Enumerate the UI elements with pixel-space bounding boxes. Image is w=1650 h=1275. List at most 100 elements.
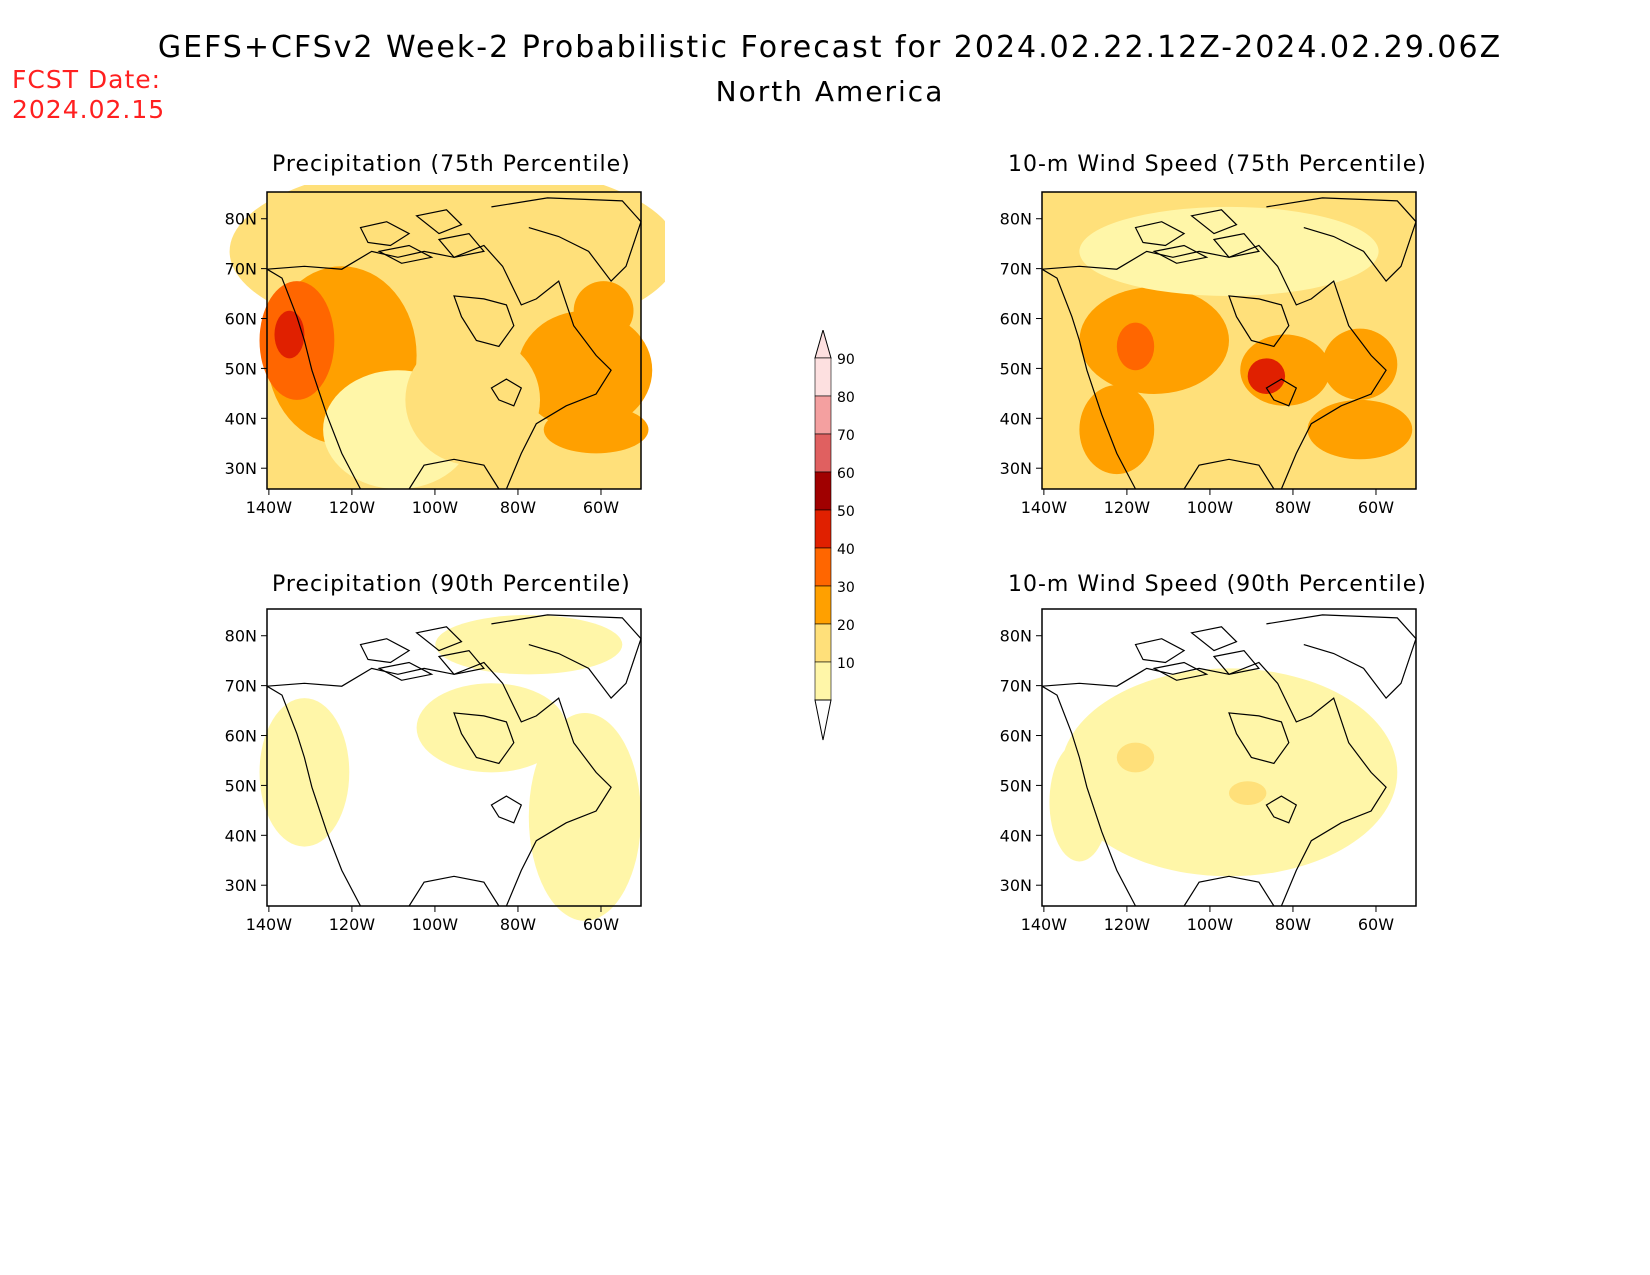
lat-tick-label: 60N xyxy=(1000,310,1032,329)
lat-tick-label: 40N xyxy=(1000,409,1032,428)
lat-tick-label: 80N xyxy=(225,210,257,229)
map-precip-90th: 80N 70N 60N 50N 40N 30N 140W 120W 100W 80W 60W xyxy=(225,608,642,934)
lon-tick-label: 100W xyxy=(1187,498,1234,517)
map-wind-75th: 80N 70N 60N 50N 40N 30N 140W 120W 100W 80W 60W xyxy=(1000,191,1417,517)
coastline xyxy=(266,197,642,490)
probability-contour-region xyxy=(1060,668,1398,877)
colorbar: 90 80 70 60 50 40 30 20 10 xyxy=(814,330,855,741)
map-frame xyxy=(266,191,642,490)
lat-tick-label: 70N xyxy=(1000,260,1032,279)
lat-tick-label: 80N xyxy=(1000,210,1032,229)
lat-tick-label: 70N xyxy=(225,260,257,279)
figure-title: GEFS+CFSv2 Week-2 Probabilistic Forecast… xyxy=(157,30,1503,65)
lon-tick-label: 100W xyxy=(1187,915,1234,934)
lat-tick-label: 30N xyxy=(225,459,257,478)
lat-tick-label: 60N xyxy=(225,310,257,329)
map-frame xyxy=(1041,191,1417,490)
lon-tick-label: 100W xyxy=(412,498,459,517)
lon-tick-label: 120W xyxy=(329,498,376,517)
lon-tick-label: 60W xyxy=(583,915,619,934)
probability-contour-region xyxy=(517,310,653,430)
colorbar-level-label: 30 xyxy=(837,580,855,596)
lat-tick-label: 50N xyxy=(225,776,257,795)
lat-tick-label: 80N xyxy=(1000,627,1032,646)
lat-tick-label: 50N xyxy=(225,359,257,378)
probability-contour-region xyxy=(274,310,305,359)
lon-tick-label: 60W xyxy=(583,498,619,517)
coastline xyxy=(1041,614,1417,907)
lon-tick-label: 140W xyxy=(1021,915,1068,934)
lon-tick-label: 100W xyxy=(412,915,459,934)
colorbar-level-label: 10 xyxy=(837,656,855,672)
probability-contour-region xyxy=(1322,328,1398,400)
probability-contour-region xyxy=(405,334,541,466)
fcst-date-label: FCST Date: xyxy=(12,65,162,94)
panel-title-wind75: 10-m Wind Speed (75th Percentile) xyxy=(1008,152,1427,177)
lon-tick-label: 60W xyxy=(1358,915,1394,934)
colorbar-level-label: 20 xyxy=(837,618,855,634)
probability-contour-region xyxy=(1079,206,1379,296)
probability-contour-region xyxy=(1049,742,1110,862)
probability-contour-region xyxy=(1116,742,1155,773)
colorbar-level-label: 90 xyxy=(837,352,855,368)
lat-tick-label: 50N xyxy=(1000,776,1032,795)
lat-tick-label: 50N xyxy=(1000,359,1032,378)
colorbar-swatch xyxy=(814,509,832,549)
fcst-date-value: 2024.02.15 xyxy=(12,95,166,124)
probability-contour-region xyxy=(543,405,649,454)
map-wind-90th: 80N 70N 60N 50N 40N 30N 140W 120W 100W 80W 60W xyxy=(1000,608,1417,934)
lat-tick-label: 40N xyxy=(225,409,257,428)
colorbar-swatch xyxy=(814,623,832,663)
panel-title-precip75: Precipitation (75th Percentile) xyxy=(272,152,631,177)
lat-tick-label: 30N xyxy=(1000,459,1032,478)
colorbar-swatch xyxy=(814,395,832,435)
colorbar-swatch xyxy=(814,357,832,397)
colorbar-level-label: 60 xyxy=(837,466,855,482)
map-frame xyxy=(1041,608,1417,907)
coastline xyxy=(266,614,642,907)
panel-title-wind90: 10-m Wind Speed (90th Percentile) xyxy=(1008,572,1427,597)
colorbar-swatch xyxy=(814,547,832,587)
probability-contour-region xyxy=(573,281,634,341)
map-precip-75th: 80N 70N 60N 50N 40N 30N 140W 120W 100W 80W 60W xyxy=(225,185,665,517)
coastline xyxy=(1041,197,1417,490)
probability-contour-region xyxy=(1079,385,1155,475)
colorbar-level-label: 50 xyxy=(837,504,855,520)
lon-tick-label: 80W xyxy=(1275,498,1311,517)
lat-tick-label: 60N xyxy=(225,727,257,746)
colorbar-top-arrow xyxy=(814,330,832,359)
probability-contour-region xyxy=(1079,287,1229,394)
lat-tick-label: 60N xyxy=(1000,727,1032,746)
probability-contour-region xyxy=(528,712,641,921)
probability-contour-region xyxy=(259,698,350,847)
panel-title-precip90: Precipitation (90th Percentile) xyxy=(272,572,631,597)
lon-tick-label: 140W xyxy=(1021,498,1068,517)
lon-tick-label: 80W xyxy=(500,915,536,934)
figure-subtitle: North America xyxy=(715,75,945,108)
lon-tick-label: 140W xyxy=(246,915,293,934)
probability-contour-region xyxy=(1116,322,1155,371)
colorbar-level-label: 40 xyxy=(837,542,855,558)
colorbar-swatch xyxy=(814,471,832,511)
lat-tick-label: 70N xyxy=(225,677,257,696)
colorbar-level-label: 80 xyxy=(837,390,855,406)
colorbar-bottom-arrow xyxy=(814,699,832,741)
lon-tick-label: 120W xyxy=(329,915,376,934)
lat-tick-label: 40N xyxy=(225,826,257,845)
colorbar-swatch xyxy=(814,433,832,473)
lat-tick-label: 80N xyxy=(225,627,257,646)
lon-tick-label: 80W xyxy=(500,498,536,517)
probability-contour-region xyxy=(1307,399,1413,460)
probability-contour-region xyxy=(1247,358,1286,394)
probability-contour-region xyxy=(416,683,567,773)
lon-tick-label: 120W xyxy=(1104,498,1151,517)
lon-tick-label: 140W xyxy=(246,498,293,517)
lon-tick-label: 80W xyxy=(1275,915,1311,934)
colorbar-level-label: 70 xyxy=(837,428,855,444)
lon-tick-label: 60W xyxy=(1358,498,1394,517)
lon-tick-label: 120W xyxy=(1104,915,1151,934)
probability-contour-region xyxy=(1229,781,1267,806)
lat-tick-label: 70N xyxy=(1000,677,1032,696)
colorbar-swatch xyxy=(814,585,832,625)
colorbar-swatch xyxy=(814,661,832,701)
